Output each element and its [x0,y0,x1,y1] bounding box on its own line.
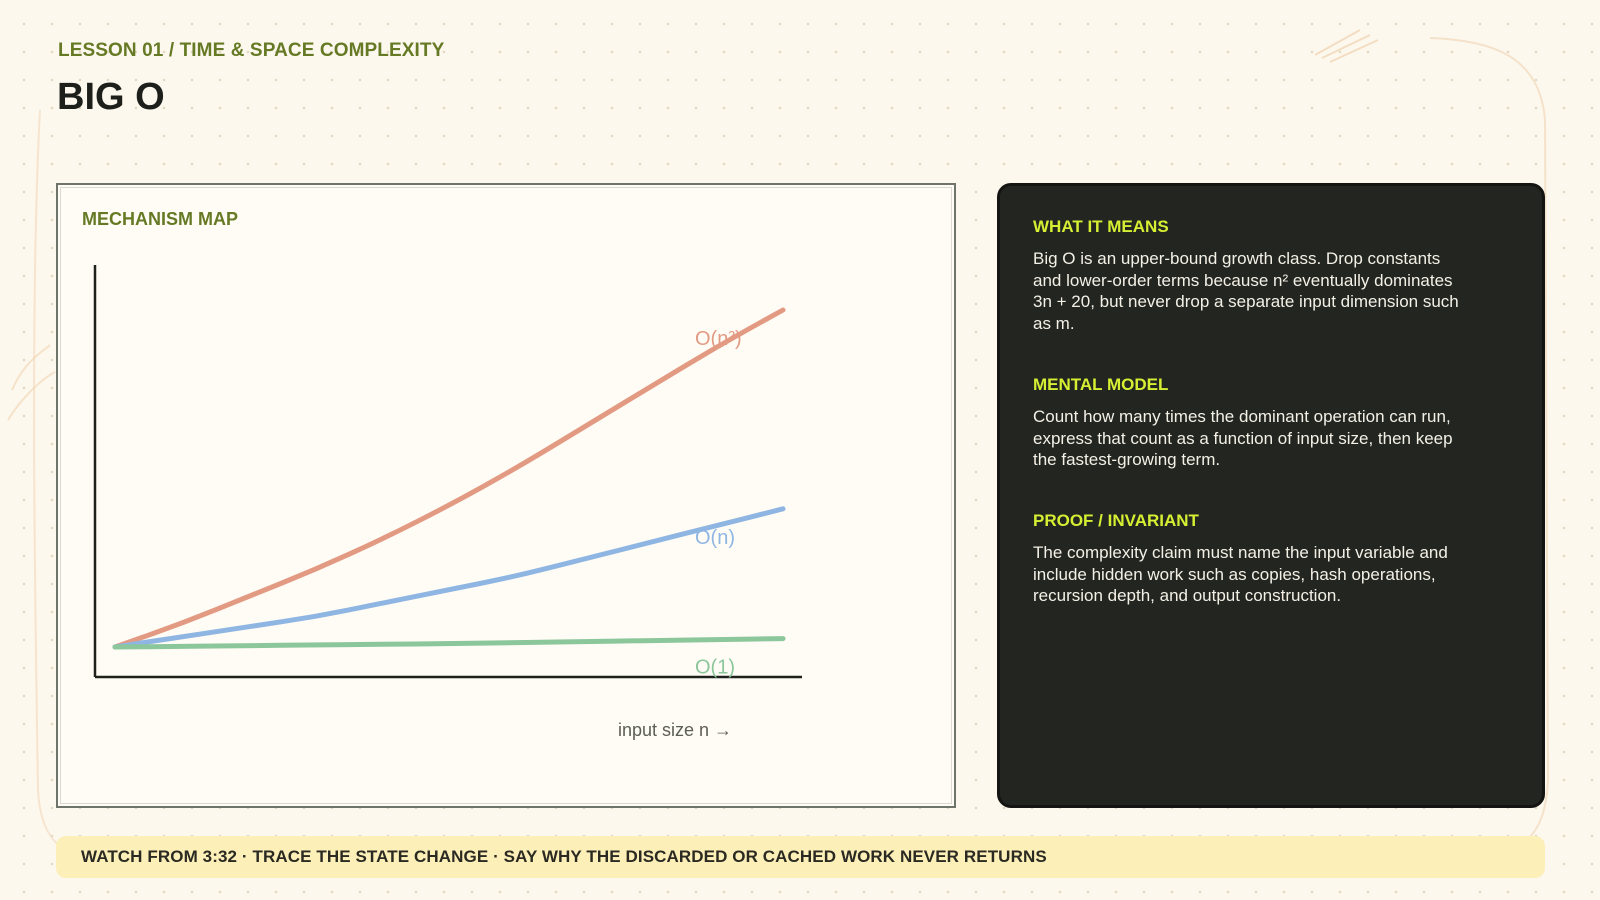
series-label-0: O(n²) [695,328,742,350]
mechanism-map-label: MECHANISM MAP [82,209,238,229]
info-panel: WHAT IT MEANS Big O is an upper-bound gr… [997,183,1545,808]
series-line-1 [112,506,786,650]
series-label-2: O(1) [695,657,735,679]
complexity-chart: O(n²) O(n) O(1) [93,265,802,679]
section-heading-what-it-means: WHAT IT MEANS [1033,217,1169,236]
lesson-kicker: LESSON 01 / TIME & SPACE COMPLEXITY [58,40,445,61]
section-heading-proof-invariant: PROOF / INVARIANT [1033,511,1199,530]
series-line-0 [112,307,786,650]
page-title: BIG O [57,76,165,118]
watch-banner: WATCH FROM 3:32 · TRACE THE STATE CHANGE… [56,836,1545,878]
series-line-2 [112,636,786,650]
section-heading-mental-model: MENTAL MODEL [1033,375,1169,394]
section-body-mental-model: Count how many times the dominant operat… [1033,407,1453,469]
section-body-what-it-means: Big O is an upper-bound growth class. Dr… [1033,249,1459,333]
mechanism-map-panel: MECHANISM MAP O(n²) O(n) O(1) input size n… [56,183,956,808]
x-axis-label: input size n → [618,720,733,740]
series-label-1: O(n) [695,527,735,549]
section-body-proof-invariant: The complexity claim must name the input… [1033,543,1448,605]
